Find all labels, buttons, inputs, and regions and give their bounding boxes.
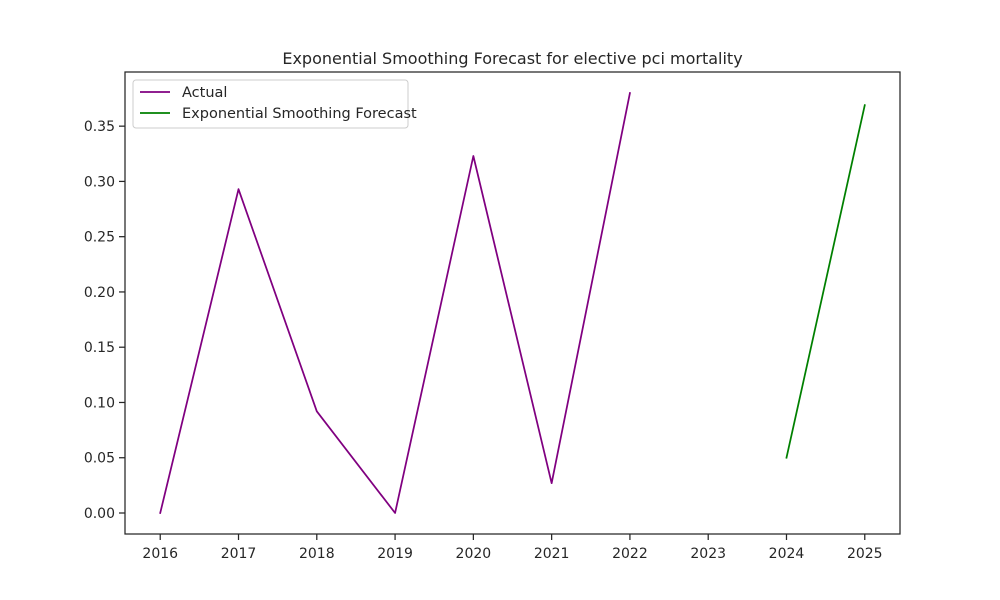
data-point xyxy=(238,188,240,190)
y-tick-label: 0.00 xyxy=(84,506,115,522)
series-line-1 xyxy=(785,104,866,459)
x-tick-label: 2016 xyxy=(142,546,178,562)
y-tick-label: 0.05 xyxy=(84,451,115,467)
plot-frame xyxy=(124,71,901,535)
series-line-0 xyxy=(159,91,631,515)
x-tick-label: 2023 xyxy=(690,546,726,562)
y-tick-label: 0.15 xyxy=(84,340,115,356)
y-tick-label: 0.35 xyxy=(84,119,115,135)
y-axis: 0.00 0.05 0.10 0.15 0.20 0.25 0.30 0.35 xyxy=(84,119,125,522)
x-axis: 2016 2017 2018 2019 2020 2021 2022 2023 2024 2025 xyxy=(142,534,883,562)
plot-area xyxy=(159,91,866,515)
data-point xyxy=(629,92,631,94)
data-point xyxy=(786,457,788,459)
data-point xyxy=(159,512,161,514)
y-tick-label: 0.10 xyxy=(84,395,115,411)
legend-box xyxy=(132,79,409,129)
y-tick-label: 0.25 xyxy=(84,230,115,246)
y-tick-label: 0.30 xyxy=(84,174,115,190)
x-tick-label: 2022 xyxy=(612,546,648,562)
x-tick-label: 2019 xyxy=(377,546,413,562)
data-point xyxy=(864,104,866,106)
data-point xyxy=(551,482,553,484)
x-tick-label: 2020 xyxy=(456,546,492,562)
legend-label-1: Exponential Smoothing Forecast xyxy=(182,106,417,122)
x-tick-label: 2018 xyxy=(299,546,335,562)
data-point xyxy=(394,512,396,514)
legend-label-0: Actual xyxy=(182,85,227,101)
x-tick-label: 2017 xyxy=(221,546,257,562)
x-tick-label: 2024 xyxy=(769,546,805,562)
x-tick-label: 2021 xyxy=(534,546,570,562)
x-tick-label: 2025 xyxy=(847,546,883,562)
legend: Actual Exponential Smoothing Forecast xyxy=(132,79,417,129)
data-point xyxy=(472,155,474,157)
y-tick-label: 0.20 xyxy=(84,285,115,301)
chart-title: Exponential Smoothing Forecast for elect… xyxy=(282,49,742,68)
data-point xyxy=(316,410,318,412)
